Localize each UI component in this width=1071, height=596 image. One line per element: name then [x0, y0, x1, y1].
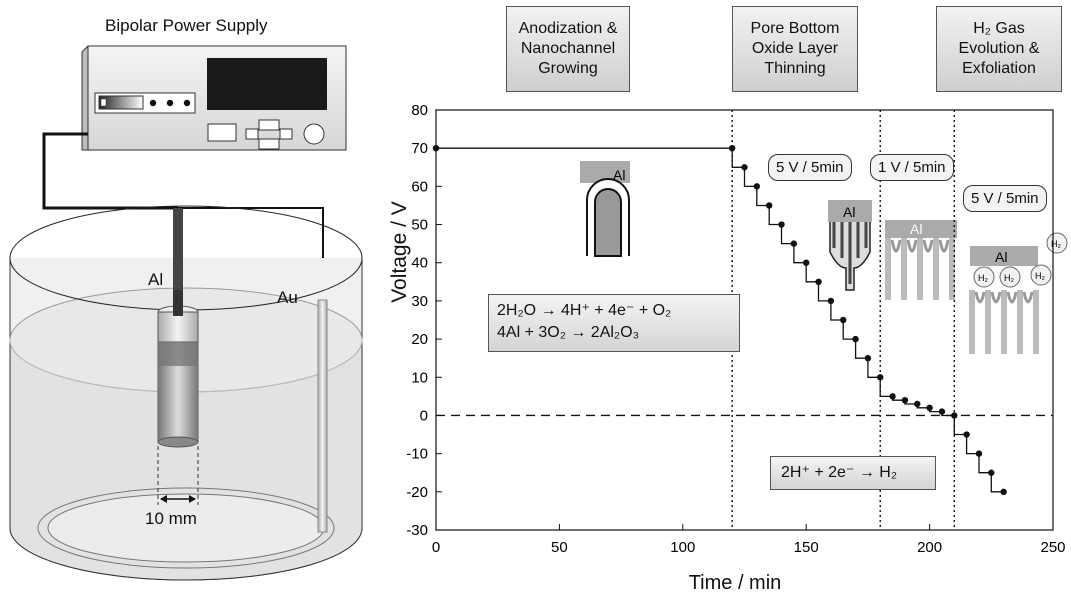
- plot-frame: [435, 109, 1054, 531]
- reaction-line-2: 4Al + 3O₂ → 2Al₂O₃: [497, 324, 640, 341]
- step-label-2: 1 V / 5min: [870, 154, 954, 181]
- data-point: [432, 144, 440, 152]
- data-point: [963, 431, 970, 438]
- phase-line: Oxide Layer: [751, 40, 839, 57]
- y-tick-label: 10: [411, 369, 428, 386]
- x-tick-label: 200: [917, 539, 942, 556]
- reaction-line-1: 2H₂O → 4H⁺ + 4e⁻ + O₂: [497, 302, 672, 319]
- phase-line: Nanochannel: [520, 40, 616, 57]
- y-tick-label: -20: [406, 484, 428, 501]
- phase-box-anodization: Anodization & Nanochannel Growing: [506, 6, 630, 92]
- data-point: [815, 278, 822, 286]
- data-point: [803, 259, 810, 266]
- data-point: [901, 396, 909, 404]
- data-point: [753, 183, 761, 190]
- step-label-3: 5 V / 5min: [963, 185, 1047, 212]
- data-point: [765, 202, 773, 209]
- inset-al-label: Al: [910, 221, 922, 237]
- y-tick-label: 70: [411, 140, 428, 157]
- data-point: [975, 450, 983, 457]
- h2-bubble-label: H₂: [1051, 239, 1061, 249]
- x-tick-label: 100: [670, 539, 695, 556]
- data-point: [951, 412, 958, 419]
- data-point: [827, 297, 835, 305]
- y-tick-label: -30: [406, 522, 428, 539]
- h2-bubble-label: H₂: [1035, 271, 1045, 281]
- x-tick-label: 250: [1040, 539, 1065, 556]
- inset-pore-array: [885, 220, 957, 300]
- data-point: [877, 374, 884, 381]
- y-tick-label: 30: [411, 293, 428, 310]
- data-point: [926, 404, 933, 412]
- step-label-1: 5 V / 5min: [768, 154, 852, 181]
- data-point: [728, 144, 736, 152]
- power-supply-device: [81, 45, 347, 151]
- phase-box-exfoliation: H₂ Gas Evolution & Exfoliation: [936, 6, 1062, 92]
- data-point: [778, 221, 785, 228]
- inset-al-label: Al: [995, 249, 1007, 265]
- data-point: [914, 400, 921, 408]
- reaction-box-hydrogen: 2H⁺ + 2e⁻ → H₂: [770, 456, 936, 490]
- y-tick-label: 60: [411, 178, 428, 195]
- phase-line: Growing: [538, 60, 598, 77]
- data-point: [1000, 488, 1007, 496]
- inset-branched-channel: [828, 200, 872, 291]
- x-tick-label: 50: [551, 539, 568, 556]
- h2-bubble-label: H₂: [1004, 273, 1014, 283]
- power-supply-label: Bipolar Power Supply: [105, 16, 268, 35]
- x-tick-label: 0: [432, 539, 440, 556]
- y-tick-label: -10: [406, 446, 428, 463]
- phase-line: Evolution &: [958, 40, 1040, 57]
- schematic-insets: [580, 161, 1068, 354]
- data-point: [840, 316, 847, 324]
- al-electrode: [157, 208, 199, 448]
- phase-line: Anodization &: [518, 20, 618, 37]
- inset-single-channel: [580, 161, 630, 257]
- reaction-line-h2: 2H⁺ + 2e⁻ → H₂: [781, 464, 898, 481]
- data-point: [889, 393, 896, 400]
- inset-exfoliation: [969, 232, 1068, 354]
- phase-line: Pore Bottom: [750, 20, 840, 37]
- voltage-series-line: [436, 147, 1004, 493]
- x-tick-label: 150: [794, 539, 819, 556]
- h2-bubble-label: H₂: [978, 273, 988, 283]
- y-tick-label: 0: [420, 407, 428, 424]
- y-tick-label: 40: [411, 255, 428, 272]
- dimension-label: 10 mm: [145, 509, 197, 528]
- data-point: [938, 408, 946, 415]
- apparatus-diagram: Bipolar Power Supply: [0, 0, 370, 596]
- x-axis-label: Time / min: [688, 572, 782, 594]
- phase-line: Thinning: [764, 60, 826, 77]
- inset-al-label: Al: [613, 167, 625, 183]
- data-point: [852, 335, 859, 343]
- y-tick-label: 50: [411, 217, 428, 234]
- al-electrode-label: Al: [148, 270, 164, 289]
- phase-line: H₂ Gas: [973, 20, 1025, 37]
- y-tick-label: 80: [411, 102, 428, 119]
- inset-al-label: Al: [843, 204, 855, 220]
- au-electrode-label: Au: [277, 288, 298, 307]
- apparatus-svg: [9, 45, 363, 581]
- data-point: [741, 164, 748, 171]
- y-tick-label: 20: [411, 331, 428, 348]
- voltage-time-chart: -30 -20 -10 0 10 20 30 40 50 60 70 80 0 50 100 150 200 25…: [406, 102, 1068, 556]
- data-point: [988, 469, 995, 476]
- reaction-box-anodization: 2H₂O → 4H⁺ + 4e⁻ + O₂ 4Al + 3O₂ → 2Al₂O₃: [488, 294, 740, 352]
- phase-line: Exfoliation: [962, 60, 1036, 77]
- y-axis-label: Voltage / V: [388, 201, 411, 303]
- phase-box-thinning: Pore Bottom Oxide Layer Thinning: [732, 6, 858, 92]
- chart-area: Anodization & Nanochannel Growing Pore B…: [360, 0, 1071, 596]
- data-point: [790, 240, 798, 247]
- data-point: [864, 354, 872, 362]
